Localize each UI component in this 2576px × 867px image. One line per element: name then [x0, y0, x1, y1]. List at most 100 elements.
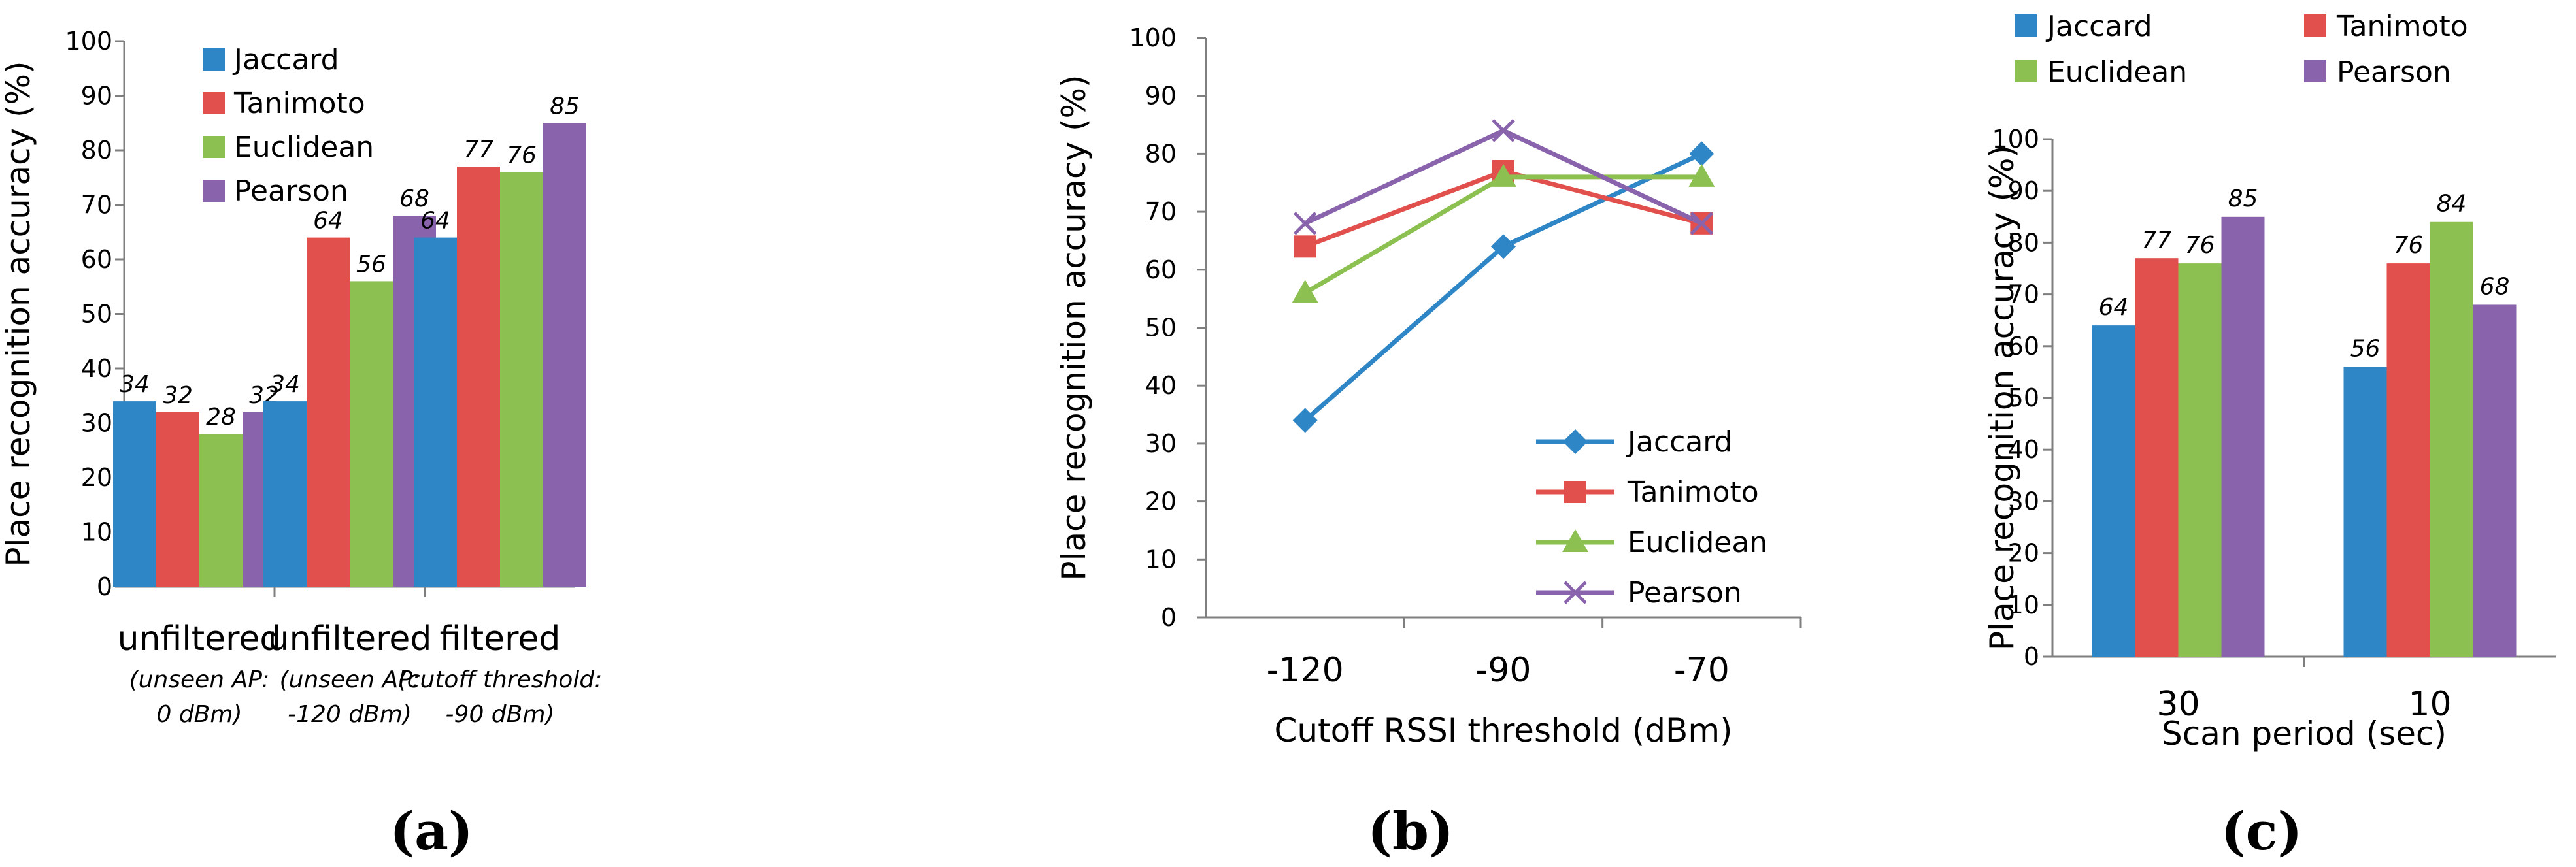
chart-a-bar-jaccard [113, 401, 156, 587]
chart-c-bar-jaccard [2343, 367, 2387, 657]
chart-b-panel-label: (b) [1367, 800, 1454, 862]
chart-a-y-tick-label: 50 [81, 300, 112, 329]
chart-a-y-tick-label: 0 [97, 572, 112, 601]
chart-a-x-tick-sublabel: 0 dBm) [156, 701, 242, 728]
chart-c-data-label: 85 [2228, 186, 2258, 212]
chart-c-y-axis-label: Place recognition accuracy (%) [1983, 145, 2021, 651]
chart-a-panel-label: (a) [390, 800, 473, 862]
chart-b-x-tick-label: -120 [1267, 651, 1344, 690]
chart-a-y-tick-label: 20 [81, 463, 112, 492]
chart-b-y-axis-label: Place recognition accuracy (%) [1055, 74, 1093, 580]
chart-b-x-axis-label: Cutoff RSSI threshold (dBm) [1274, 712, 1732, 749]
chart-c-data-label: 84 [2437, 191, 2467, 218]
chart-a-data-label: 64 [313, 208, 343, 235]
chart-a-x-tick-label: filtered [440, 619, 561, 659]
chart-b-y-tick-label: 100 [1129, 24, 1177, 52]
chart-a-bar-tanimoto [156, 412, 199, 587]
chart-b-legend-label: Pearson [1628, 576, 1742, 610]
chart-a-data-label: 85 [550, 93, 580, 120]
chart-a-legend-swatch-euclidean [203, 136, 225, 158]
chart-c-bar-tanimoto [2135, 258, 2179, 657]
chart-a-bar-euclidean [350, 281, 393, 587]
chart-a-data-label: 32 [163, 382, 193, 409]
chart-b-legend-marker-jaccard [1563, 429, 1588, 454]
chart-c-bar-pearson [2221, 216, 2265, 657]
chart-a-y-tick-label: 100 [65, 27, 112, 56]
chart-a-x-tick-label: unfiltered [118, 619, 282, 659]
chart-b-point-tanimoto [1294, 235, 1316, 258]
chart-a-data-label: 34 [270, 371, 300, 398]
chart-b-y-tick-label: 60 [1145, 255, 1177, 284]
chart-a-data-label: 77 [463, 137, 493, 163]
chart-b-y-tick-label: 20 [1145, 487, 1177, 516]
chart-a-x-tick-label: unfiltered [268, 619, 432, 659]
chart-b-y-tick-label: 50 [1145, 314, 1177, 342]
chart-c-legend-swatch-jaccard [2015, 14, 2037, 37]
chart-a-bar-euclidean [500, 172, 543, 587]
chart-c-panel-label: (c) [2221, 800, 2302, 862]
chart-b-legend-marker-euclidean [1562, 529, 1588, 552]
chart-c-y-tick-label: 70 [2008, 280, 2039, 309]
chart-a-data-label: 64 [420, 208, 450, 235]
chart-c-y-tick-label: 100 [1992, 125, 2039, 154]
chart-b-legend-label: Euclidean [1628, 526, 1767, 559]
chart-b-x-tick-label: -70 [1674, 651, 1730, 690]
chart-b-y-tick-label: 10 [1145, 545, 1177, 574]
chart-b-legend-label: Tanimoto [1627, 476, 1759, 509]
chart-b-y-tick-label: 0 [1161, 603, 1177, 632]
chart-c-data-label: 64 [2099, 294, 2129, 321]
chart-c-y-tick-label: 40 [2008, 435, 2039, 464]
chart-c-legend-swatch-tanimoto [2304, 14, 2326, 37]
chart-c-legend-label: Jaccard [2045, 10, 2152, 43]
chart-a-x-tick-sublabel: (unseen AP: [280, 666, 420, 693]
chart-a-bar-pearson [543, 123, 586, 587]
chart-a-bar-euclidean [199, 434, 243, 587]
chart-c-y-tick-label: 50 [2008, 384, 2039, 412]
chart-a-y-tick-label: 90 [81, 82, 112, 110]
chart-c-bar-euclidean [2430, 221, 2473, 657]
chart-a-legend-swatch-jaccard [203, 48, 225, 71]
chart-a: 0 10 20 30 40 50 60 70 80 90 100 Place recognition … [0, 27, 602, 862]
chart-a-bar-tanimoto [457, 167, 500, 587]
chart-a-x-tick-sublabel: (unseen AP: [129, 666, 270, 693]
chart-a-legend-swatch-pearson [203, 180, 225, 202]
chart-b: 0 10 20 30 40 50 60 70 80 90 100 Place recognition … [1055, 24, 1802, 862]
chart-c-data-label: 56 [2350, 335, 2381, 362]
chart-c-y-tick-label: 30 [2008, 487, 2039, 515]
chart-b-point-euclidean [1490, 163, 1516, 187]
chart-a-bar-jaccard [414, 237, 457, 587]
chart-b-legend-marker-tanimoto [1564, 481, 1586, 503]
chart-c-legend-swatch-pearson [2304, 60, 2326, 82]
chart-c-x-axis-label: Scan period (sec) [2162, 715, 2447, 753]
chart-b-y-tick-label: 40 [1145, 371, 1177, 400]
chart-b-legend-marker-pearson [1564, 581, 1587, 604]
chart-b-legend-label: Jaccard [1626, 425, 1733, 459]
chart-a-y-axis-label: Place recognition accuracy (%) [0, 61, 37, 566]
chart-a-legend-label: Tanimoto [233, 87, 365, 120]
chart-c-y-tick-label: 20 [2008, 539, 2039, 568]
chart-b-point-jaccard [1292, 408, 1318, 433]
chart-a-y-tick-label: 30 [81, 409, 112, 438]
chart-b-point-pearson [1293, 212, 1317, 235]
chart-a-legend-label: Jaccard [232, 43, 339, 76]
chart-a-y-tick-label: 70 [81, 191, 112, 220]
chart-b-point-euclidean [1688, 163, 1715, 187]
chart-c-legend-label: Pearson [2337, 56, 2451, 89]
chart-c-y-tick-label: 80 [2008, 228, 2039, 257]
chart-c-legend-label: Euclidean [2047, 56, 2187, 89]
chart-c-bar-tanimoto [2386, 263, 2430, 657]
chart-b-point-pearson [1492, 119, 1515, 142]
chart-a-data-label: 28 [206, 404, 236, 431]
chart-c-y-tick-label: 10 [2008, 591, 2039, 619]
chart-b-point-euclidean [1292, 280, 1318, 303]
chart-a-x-tick-sublabel: (cutoff threshold: [398, 666, 603, 693]
chart-c-y-tick-label: 60 [2008, 332, 2039, 361]
chart-b-y-tick-label: 70 [1145, 197, 1177, 226]
chart-c-bar-jaccard [2092, 325, 2135, 657]
chart-c-legend-swatch-euclidean [2015, 60, 2037, 82]
chart-a-y-tick-label: 10 [81, 518, 112, 547]
chart-c-data-label: 77 [2142, 227, 2172, 254]
chart-a-data-label: 56 [356, 251, 386, 278]
